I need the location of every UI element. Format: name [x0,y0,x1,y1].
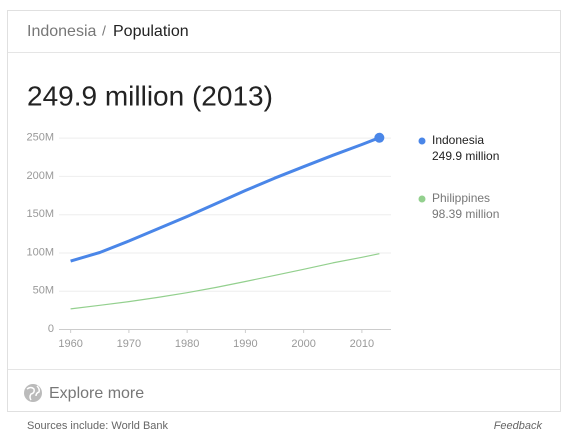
y-tick-label: 50M [33,285,54,297]
x-tick-label: 1990 [233,338,257,350]
legend-marker [418,195,426,203]
legend-value: 98.39 million [432,207,499,221]
card-border [7,10,561,412]
legend-marker [418,137,426,145]
globe-icon [24,384,42,402]
x-tick-label: 2000 [291,338,315,350]
header-separator: / [102,23,106,39]
x-tick-label: 1960 [58,338,82,350]
headline: 249.9 million (2013) [27,80,273,111]
plot: 0 50M 100M 150M 200M 250M 1960 1970 1980 1990 2000… [26,132,499,350]
legend-name: Philippines [432,191,490,205]
y-tick-label: 100M [26,246,54,258]
y-tick-label: 200M [26,170,54,182]
header-entity[interactable]: Indonesia [27,23,96,40]
explore-more[interactable]: Explore more [49,385,144,402]
series-line [70,136,380,263]
y-tick-label: 250M [26,132,54,144]
series-line [70,253,380,310]
source: Sources include: World Bank [27,420,169,432]
y-tick-label: 0 [48,323,54,335]
header-attribute: Population [113,23,189,40]
legend-value: 249.9 million [432,149,499,163]
legend-name: Indonesia [432,133,484,147]
feedback[interactable]: Feedback [494,420,543,432]
x-tick-label: 2010 [350,338,374,350]
end-point [374,132,385,143]
x-tick-label: 1970 [117,338,141,350]
x-tick-label: 1980 [175,338,199,350]
y-tick-label: 150M [26,208,54,220]
